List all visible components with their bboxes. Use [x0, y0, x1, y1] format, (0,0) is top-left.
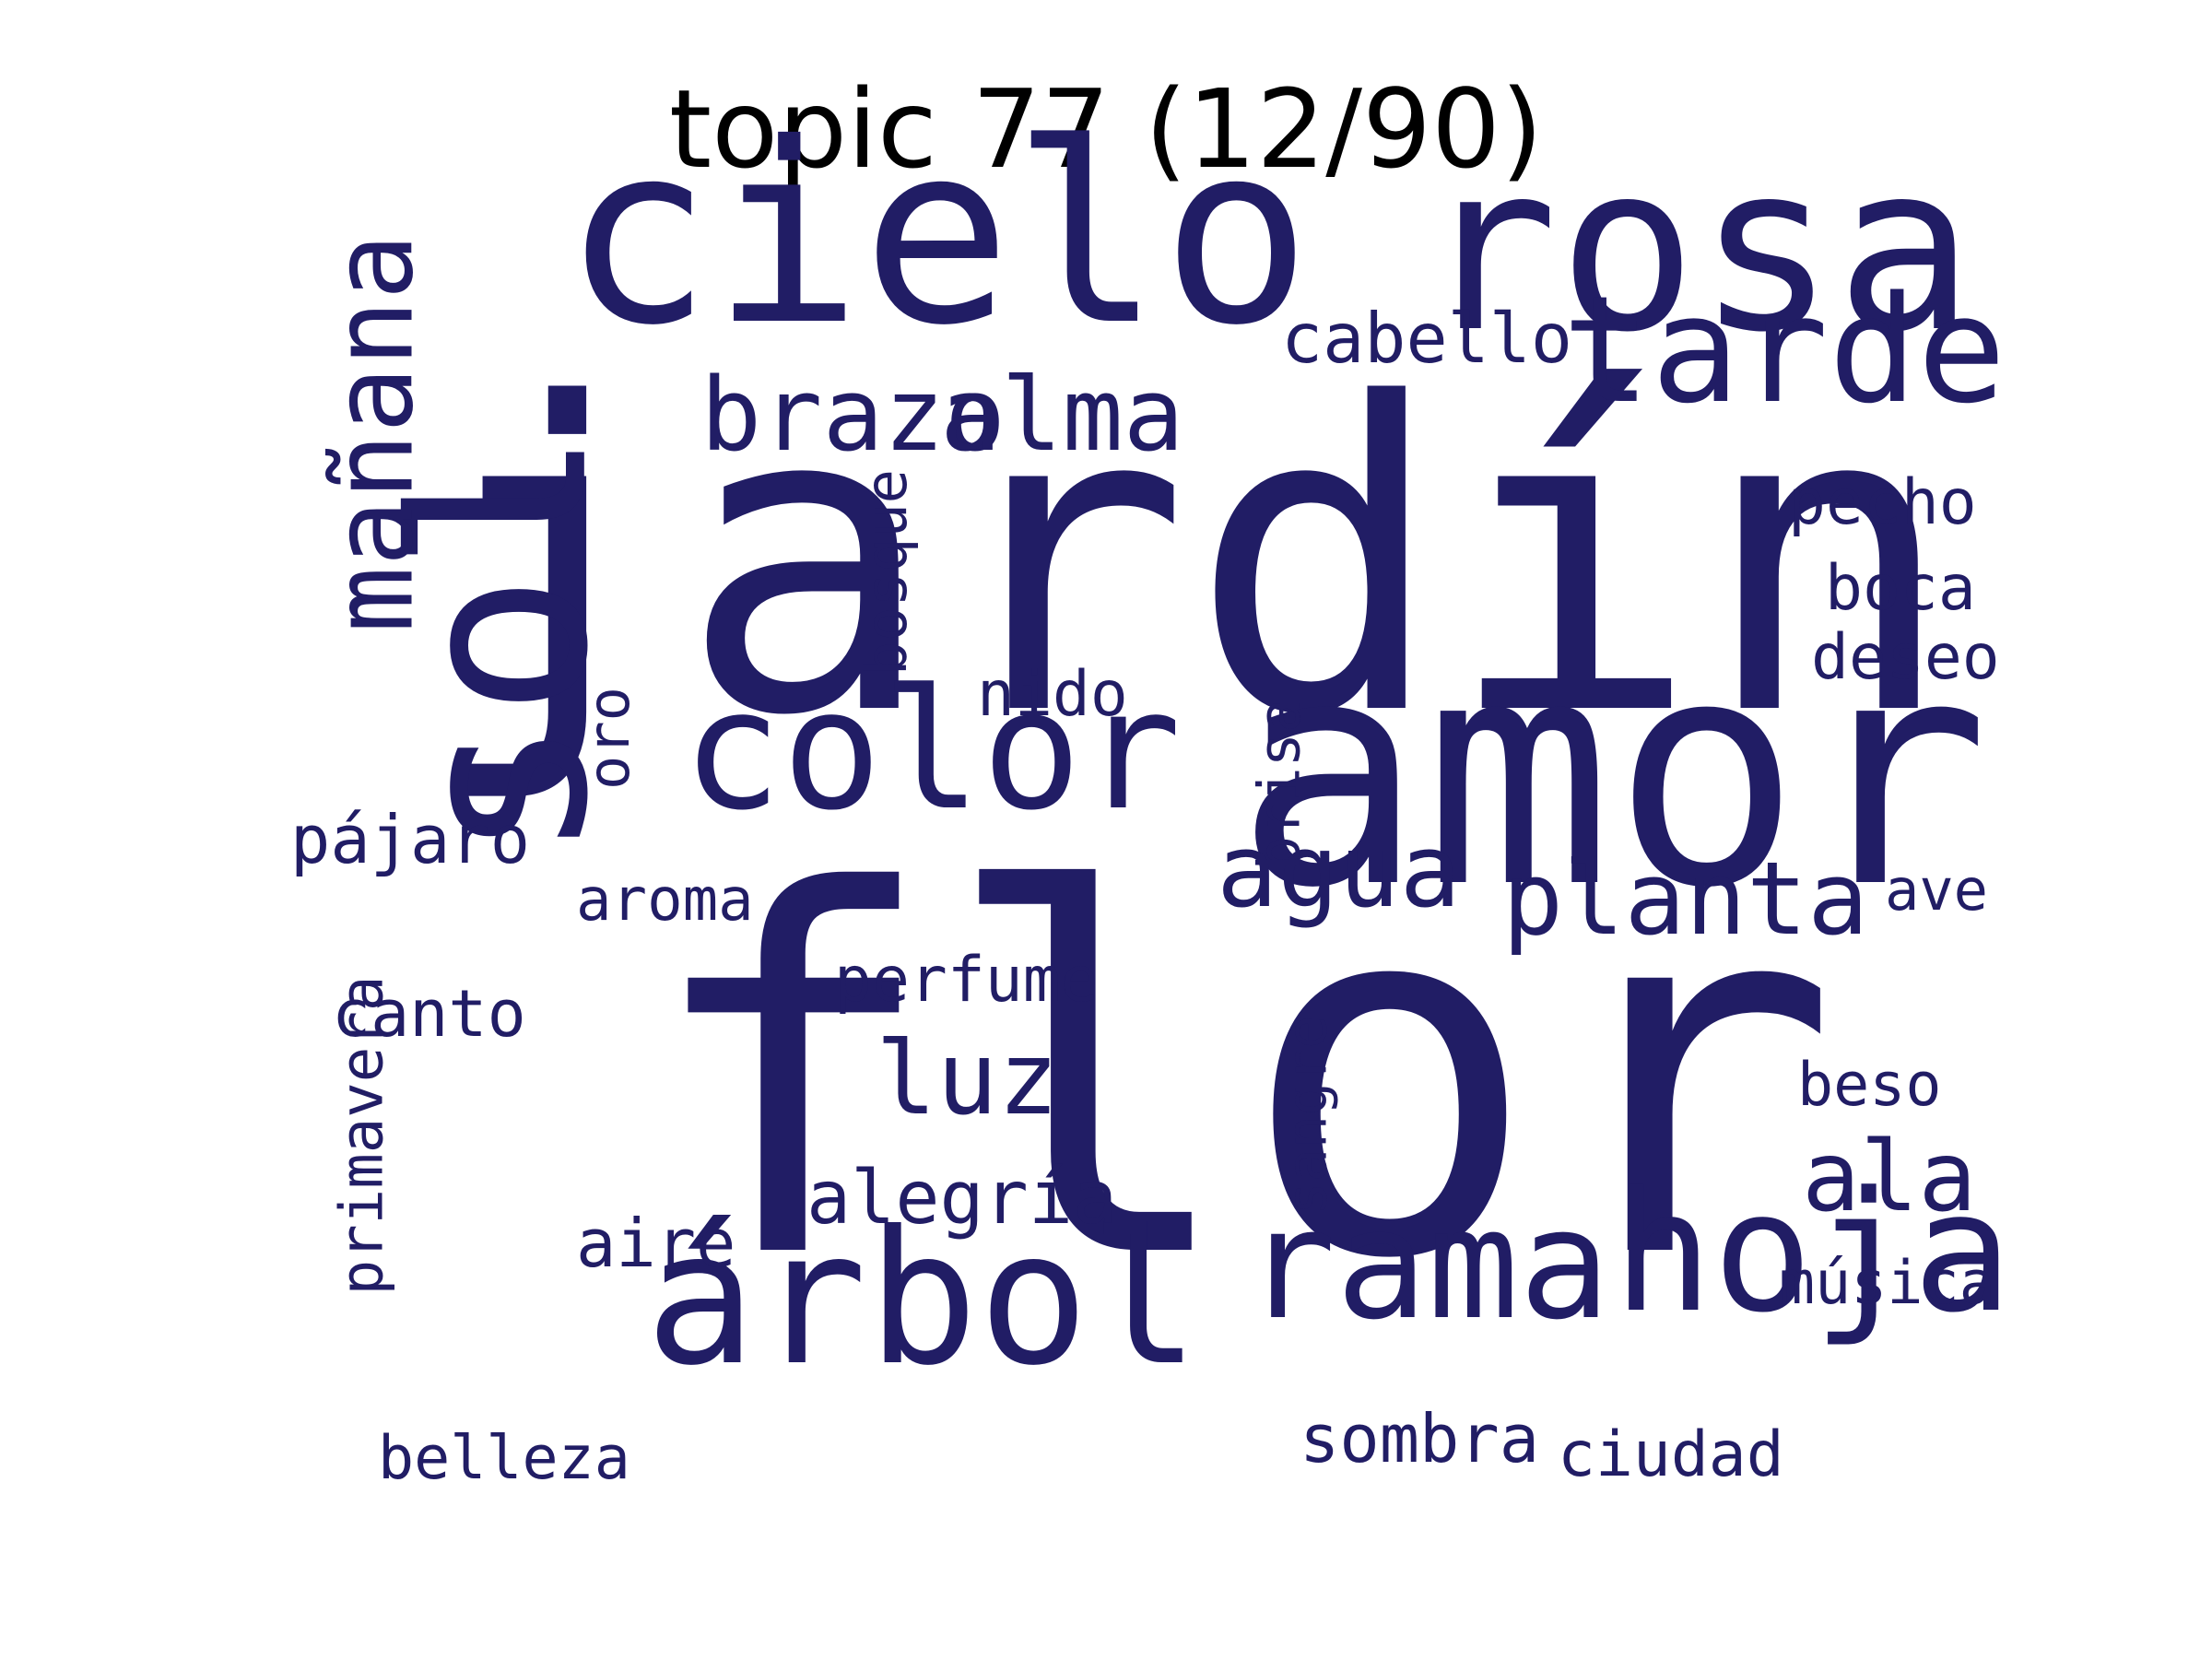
cloud-word-4: amor — [1235, 592, 1990, 957]
word-cloud: flor jardín sol amor cielo rosa mañana árbol hoj… — [276, 111, 2013, 1502]
cloud-word-29: boca — [1825, 552, 1976, 625]
figure-title: topic 77 (12/90) — [668, 65, 1544, 193]
cloud-word-24: ciudad — [1558, 1418, 1784, 1491]
cloud-word-26: canto — [332, 976, 526, 1052]
cloud-word-17: luz — [876, 1019, 1059, 1137]
cloud-word-28: pecho — [1788, 466, 1977, 539]
cloud-word-14: alma — [940, 356, 1184, 474]
cloud-word-7: mañana — [310, 233, 439, 633]
cloud-word-10: rama — [1244, 1176, 1611, 1353]
cloud-word-15: planta — [1502, 840, 1869, 958]
cloud-word-6: rosa — [1419, 114, 1975, 382]
cloud-word-40: sangre — [1275, 1015, 1340, 1216]
cloud-word-5: cielo — [562, 89, 1312, 380]
cloud-word-34: belleza — [378, 1424, 630, 1493]
cloud-word-30: deseo — [1811, 621, 2000, 694]
cloud-word-8: árbol — [645, 1192, 1201, 1406]
cloud-word-35: aroma — [576, 866, 754, 935]
cloud-word-33: primavera — [328, 975, 397, 1296]
cloud-word-18: ala — [1802, 1121, 1977, 1233]
cloud-word-37: bosque — [852, 469, 920, 676]
cloud-word-21: pájaro — [290, 801, 531, 878]
cloud-word-31: beso — [1797, 1051, 1942, 1120]
cloud-word-1: flor — [641, 789, 1840, 1368]
cloud-word-13: brazo — [700, 356, 1006, 474]
cloud-word-36: ave — [1885, 856, 1988, 924]
cloud-word-19: alegría — [806, 1155, 1118, 1241]
cloud-word-20: cabello — [1281, 298, 1573, 379]
cloud-word-9: hoja — [1613, 1157, 2013, 1349]
cloud-word-38: oro — [574, 687, 642, 790]
cloud-word-11: color — [682, 654, 1182, 847]
cloud-word-23: sombra — [1300, 1400, 1540, 1477]
cloud-word-32: música — [1779, 1249, 1995, 1318]
cloud-word-25: perfume — [834, 944, 1099, 1017]
cloud-word-27: nido — [977, 658, 1128, 731]
cloud-word-22: aire — [576, 1205, 736, 1282]
cloud-word-12: tarde — [1562, 264, 2006, 436]
cloud-word-39: brisa — [1245, 698, 1313, 871]
cloud-word-2: jardín — [424, 315, 1956, 808]
cloud-word-16: agua — [1217, 812, 1461, 930]
